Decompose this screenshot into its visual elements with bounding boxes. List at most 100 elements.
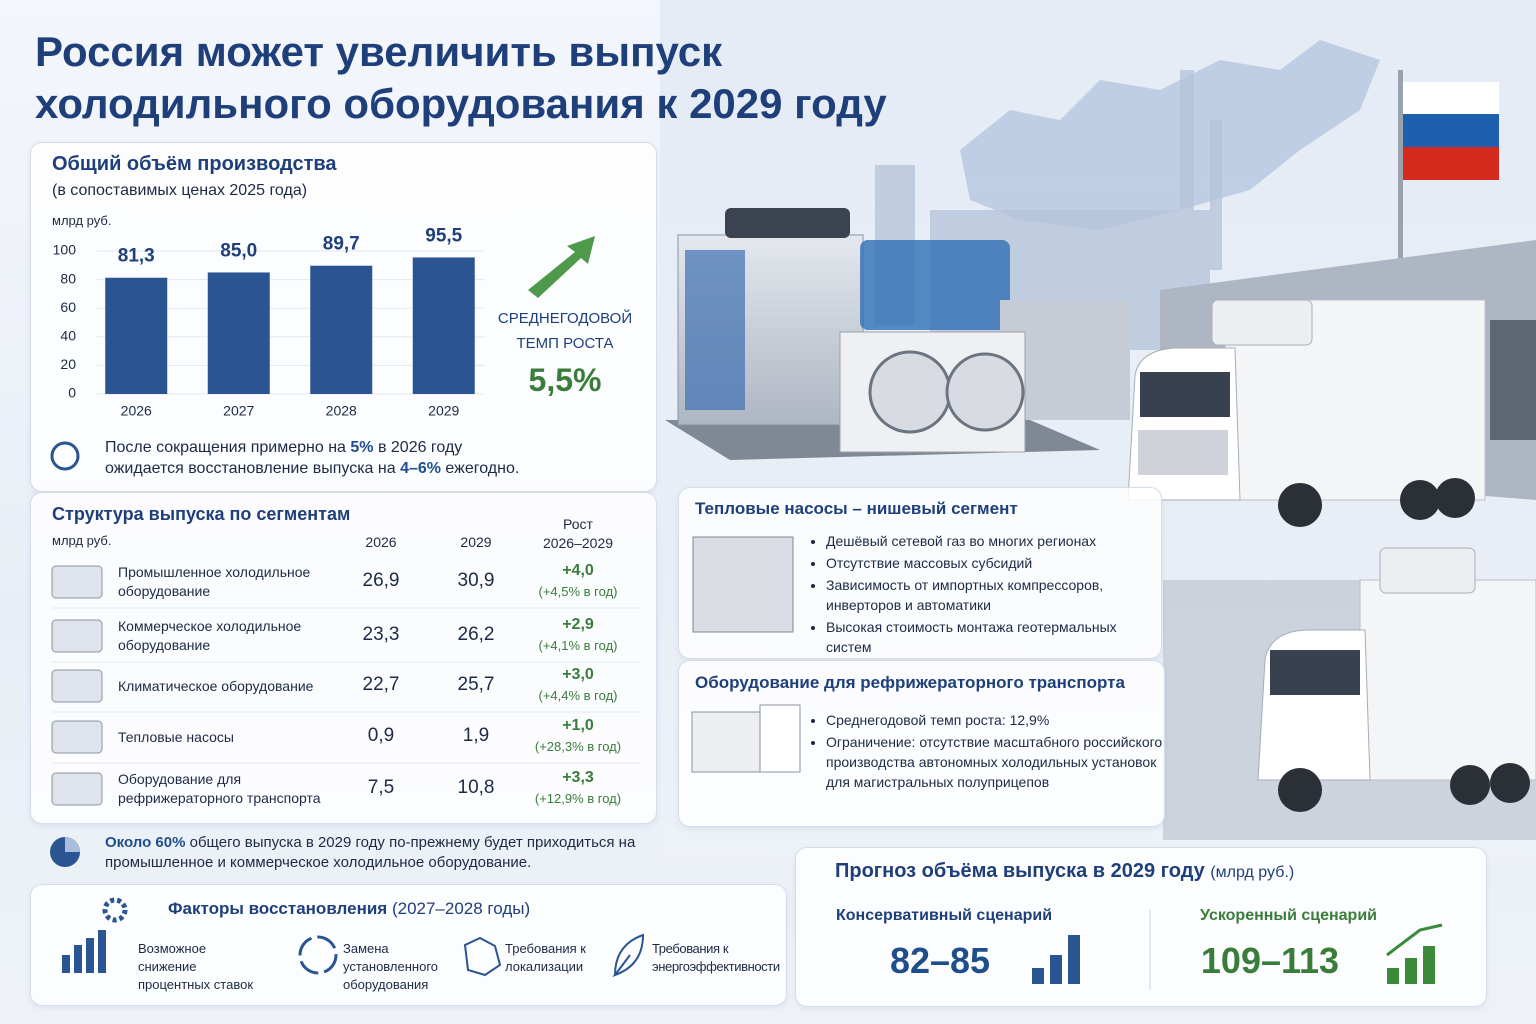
segment-name: Оборудование для рефрижераторного трансп… (118, 771, 321, 806)
heat-pumps-title: Тепловые насосы – нишевый сегмент (695, 499, 1018, 518)
transport-bullets: Среднегодовой темп роста: 12,9%Ограничен… (812, 710, 1166, 794)
forecast-unit: (млрд руб.) (1210, 864, 1295, 881)
growth-abs: +3,0 (562, 666, 594, 683)
bullet: Среднегодовой темп роста: 12,9% (826, 710, 1166, 730)
pie-slice (65, 837, 80, 852)
note-highlight: 5% (350, 439, 374, 456)
growth-rate: (+4,4% в год) (538, 688, 618, 703)
icons (50, 236, 1443, 990)
growth-label-line: ТЕМП РОСТА (516, 335, 614, 352)
cons-icon (1032, 935, 1080, 984)
factor-item: Требования к энергоэффективности (652, 941, 780, 974)
value-label: 95,5 (425, 225, 462, 246)
title-line: Россия может увеличить выпуск (35, 28, 723, 75)
leaf-icon (612, 933, 645, 978)
bullet: Дешёвый сетевой газ во многих регионах (826, 531, 1156, 551)
transport-title: Оборудование для рефрижераторного трансп… (695, 673, 1125, 692)
factors-panel (30, 884, 787, 1006)
column-header: Рост 2026–2029 (528, 515, 628, 553)
truck-cab (759, 704, 801, 773)
truck-1 (1127, 299, 1486, 527)
x-tick-label: 2028 (326, 403, 357, 419)
scenario-name: Консервативный сценарий (836, 907, 1053, 924)
bar (412, 257, 475, 394)
note-line: После сокращения примерно на 5% в 2026 г… (105, 437, 519, 458)
segment-icon (51, 772, 103, 806)
x-tick-label: 2029 (428, 403, 459, 419)
note-text: После сокращения примерно на (105, 439, 351, 456)
note-text: в 2026 году (373, 439, 463, 456)
title-line: холодильного оборудования к 2029 году (35, 80, 887, 127)
growth-arrow (528, 236, 595, 298)
replace-icon (298, 935, 338, 975)
growth-rate: (+4,1% в год) (538, 638, 618, 653)
value-2026: 23,3 (362, 624, 400, 645)
gear-icon (102, 897, 128, 923)
scenario-value: 82–85 (889, 940, 991, 981)
value-label: 85,0 (220, 240, 257, 261)
growth-abs: +4,0 (562, 562, 594, 579)
segment-icon (51, 565, 103, 599)
value-2029: 25,7 (457, 674, 495, 695)
value-2029: 10,8 (457, 777, 495, 798)
value-2026: 7,5 (367, 777, 395, 798)
note-text: общего выпуска в 2029 году по-прежнему б… (105, 834, 636, 871)
factors-heading: Факторы восстановления (2027–2028 годы) (168, 899, 530, 919)
factors-title: Факторы восстановления (168, 899, 388, 918)
y-tick-label: 60 (60, 299, 76, 315)
segment-icon (51, 619, 103, 653)
accel-icon (1386, 923, 1443, 984)
segments-title: Структура выпуска по сегментам (52, 504, 351, 524)
y-tick-label: 80 (60, 270, 76, 286)
chart-title: Общий объём производства (52, 153, 337, 175)
note-highlight: Около 60% (105, 834, 186, 851)
bullet: Зависимость от импортных компрессоров, и… (826, 575, 1156, 615)
growth-abs: +1,0 (562, 717, 594, 734)
map-icon (463, 936, 502, 977)
bullet: Высокая стоимость монтажа геотермальных … (826, 617, 1156, 657)
value-label: 81,3 (118, 246, 155, 267)
note-text: ожидается восстановление выпуска на (105, 460, 401, 477)
scenario-name: Ускоренный сценарий (1200, 907, 1377, 924)
factor-item: Требования к локализации (505, 941, 586, 974)
segment-icon (51, 669, 103, 703)
y-tick-label: 20 (60, 356, 76, 372)
bar (207, 272, 270, 394)
segment-name: Коммерческое холодильное оборудование (118, 618, 302, 653)
clock-icon (50, 441, 80, 471)
y-tick-label: 100 (53, 242, 77, 258)
bar (105, 277, 168, 394)
growth-abs: +3,3 (562, 769, 594, 786)
truck-image (691, 711, 763, 773)
y-tick-label: 40 (60, 328, 76, 344)
x-tick-label: 2027 (223, 403, 254, 419)
segments-unit: млрд руб. (52, 533, 112, 548)
column-header: 2029 (460, 534, 492, 550)
forecast-heading: Прогноз объёма выпуска в 2029 году (млрд… (835, 860, 1294, 883)
value-2029: 30,9 (457, 570, 495, 591)
forecast-panel (795, 847, 1487, 1007)
factor-item: Возможное снижение процентных ставок (138, 941, 254, 992)
value-2026: 26,9 (362, 570, 400, 591)
growth-label-line: СРЕДНЕГОДОВОЙ (497, 310, 633, 327)
segment-icon (51, 720, 103, 754)
growth-rate: (+28,3% в год) (534, 739, 622, 754)
heat-pumps-bullets: Дешёвый сетевой газ во многих регионахОт… (812, 531, 1156, 659)
value-2026: 0,9 (367, 725, 395, 746)
note-line: ожидается восстановление выпуска на 4–6%… (105, 458, 519, 479)
truck-2 (1163, 547, 1536, 840)
growth-value: 5,5% (528, 362, 602, 398)
factor-item: Замена установленного оборудования (343, 941, 438, 992)
rates-icon (62, 930, 106, 973)
share-note: Около 60% общего выпуска в 2029 году по-… (105, 833, 705, 873)
y-tick-label: 0 (68, 385, 76, 401)
x-tick-label: 2026 (121, 403, 152, 419)
forecast-title: Прогноз объёма выпуска в 2029 году (835, 860, 1205, 882)
segment-name: Климатическое оборудование (118, 677, 314, 694)
note-highlight: 4–6% (400, 460, 441, 477)
bar (310, 265, 373, 394)
bullet: Ограничение: отсутствие масштабного росс… (826, 732, 1166, 792)
